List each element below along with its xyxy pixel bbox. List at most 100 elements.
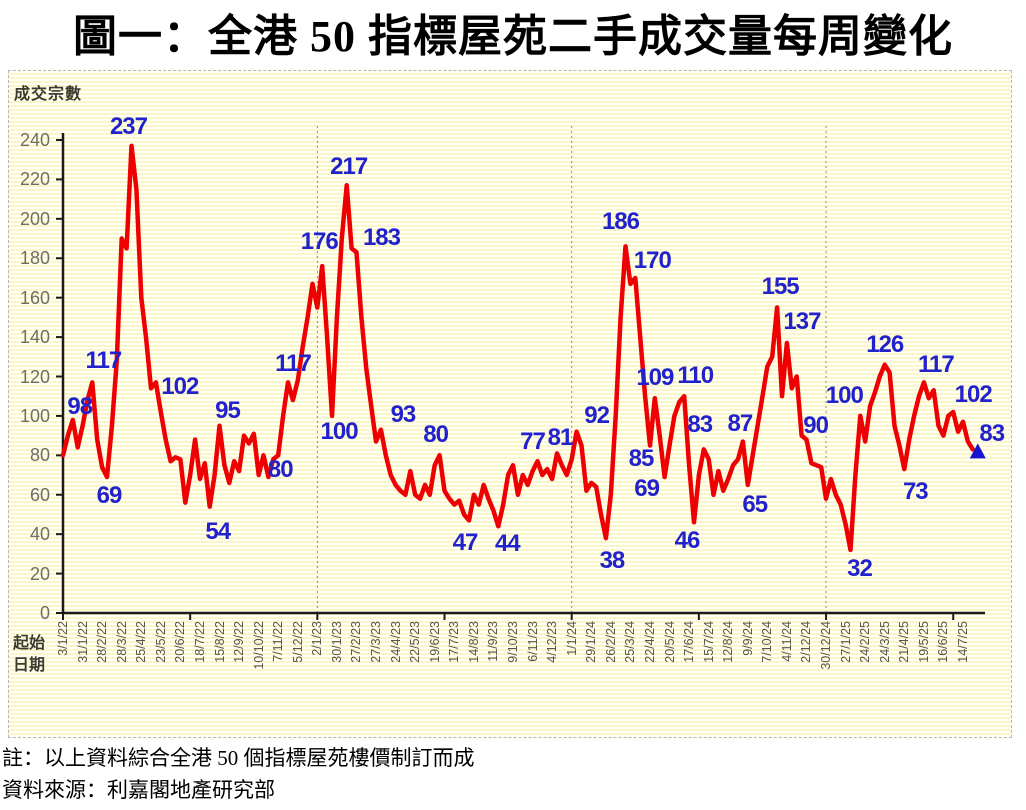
x-tick-label: 17/6/24 bbox=[682, 621, 697, 663]
x-tick-label: 27/3/23 bbox=[369, 621, 384, 663]
x-tick-label: 5/12/22 bbox=[290, 621, 305, 663]
data-label: 54 bbox=[205, 517, 231, 545]
data-label: 81 bbox=[547, 424, 574, 452]
x-tick-label: 7/10/24 bbox=[760, 621, 775, 663]
data-label: 85 bbox=[628, 445, 655, 473]
x-tick-label: 6/11/23 bbox=[525, 621, 540, 662]
data-label: 109 bbox=[636, 364, 674, 392]
data-label: 95 bbox=[215, 396, 241, 424]
y-tick-label: 140 bbox=[19, 327, 50, 348]
x-tick-label: 24/3/25 bbox=[877, 621, 892, 663]
x-tick-label: 12/9/22 bbox=[232, 621, 247, 663]
x-tick-label: 14/8/23 bbox=[466, 621, 481, 663]
data-label: 217 bbox=[330, 153, 368, 181]
data-label: 117 bbox=[275, 350, 312, 378]
y-tick-label: 200 bbox=[19, 208, 50, 229]
x-tick-label: 4/11/24 bbox=[779, 621, 794, 662]
x-tick-label: 26/2/24 bbox=[603, 621, 618, 663]
data-label: 73 bbox=[902, 478, 929, 506]
data-label: 98 bbox=[67, 392, 93, 420]
data-label: 80 bbox=[423, 421, 449, 449]
x-tick-label: 24/2/25 bbox=[858, 621, 873, 663]
data-label: 117 bbox=[918, 351, 955, 379]
data-label: 69 bbox=[634, 475, 660, 502]
x-tick-label: 9/9/24 bbox=[740, 621, 755, 656]
data-label: 87 bbox=[727, 409, 754, 437]
x-tick-label: 27/1/25 bbox=[838, 621, 853, 663]
x-tick-label: 2/12/24 bbox=[799, 621, 814, 663]
footnote-source-note: 註：以上資料綜合全港 50 個指標屋苑樓價制訂而成 bbox=[2, 746, 475, 770]
x-tick-label: 27/2/23 bbox=[349, 621, 364, 663]
x-axis-title-line1: 起始 bbox=[13, 635, 46, 652]
x-tick-label: 19/5/25 bbox=[916, 621, 931, 663]
data-label: 47 bbox=[452, 529, 479, 557]
data-label: 117 bbox=[85, 347, 122, 375]
data-label: 100 bbox=[320, 417, 358, 445]
y-tick-label: 120 bbox=[19, 366, 50, 387]
y-tick-label: 160 bbox=[19, 287, 50, 308]
x-tick-label: 7/11/22 bbox=[271, 621, 286, 662]
y-tick-label: 100 bbox=[19, 405, 50, 426]
x-tick-label: 11/9/23 bbox=[486, 621, 501, 662]
end-marker-triangle bbox=[969, 443, 986, 459]
footnote-data-source: 資料來源：利嘉閣地產研究部 bbox=[2, 778, 275, 802]
x-tick-label: 15/8/22 bbox=[212, 621, 227, 663]
x-tick-label: 12/8/24 bbox=[721, 621, 736, 663]
data-label: 80 bbox=[267, 456, 294, 484]
data-label: 38 bbox=[599, 547, 626, 575]
x-tick-label: 17/7/23 bbox=[447, 621, 462, 663]
x-axis-title: 起始 日期 bbox=[13, 633, 45, 677]
data-label: 92 bbox=[584, 401, 610, 429]
series-line bbox=[60, 143, 976, 553]
x-tick-label: 24/4/23 bbox=[388, 621, 403, 663]
y-axis-title: 成交宗數 bbox=[14, 86, 83, 103]
x-tick-label: 4/12/23 bbox=[545, 621, 560, 663]
data-label: 155 bbox=[761, 272, 800, 300]
data-label: 65 bbox=[742, 490, 768, 518]
x-tick-label: 31/1/22 bbox=[75, 621, 90, 663]
x-tick-label: 20/5/24 bbox=[662, 621, 677, 663]
data-label: 237 bbox=[109, 112, 148, 140]
data-label: 83 bbox=[979, 420, 1005, 448]
x-tick-label: 22/4/24 bbox=[642, 621, 657, 663]
y-tick-label: 60 bbox=[29, 484, 50, 505]
x-tick-label: 14/7/25 bbox=[955, 621, 970, 663]
x-tick-label: 25/3/24 bbox=[623, 621, 638, 663]
x-tick-label: 30/1/23 bbox=[329, 621, 344, 663]
data-label: 100 bbox=[825, 381, 864, 409]
data-label: 102 bbox=[954, 380, 993, 408]
x-tick-label: 28/3/22 bbox=[114, 621, 129, 663]
data-label: 32 bbox=[847, 554, 873, 582]
data-label: 137 bbox=[783, 307, 821, 335]
x-axis-title-line2: 日期 bbox=[13, 657, 46, 674]
data-label: 183 bbox=[362, 224, 401, 252]
x-tick-label: 30/12/24 bbox=[819, 621, 834, 670]
y-tick-label: 40 bbox=[29, 524, 50, 545]
y-tick-label: 20 bbox=[29, 563, 50, 584]
x-tick-label: 16/6/25 bbox=[936, 621, 951, 663]
data-label: 102 bbox=[161, 372, 199, 400]
data-label: 186 bbox=[601, 208, 640, 236]
y-tick-label: 80 bbox=[29, 445, 50, 466]
x-tick-label: 1/1/24 bbox=[564, 621, 579, 656]
data-label: 83 bbox=[687, 411, 713, 439]
x-tick-label: 15/7/24 bbox=[701, 621, 716, 663]
data-label: 46 bbox=[674, 527, 701, 555]
x-tick-label: 25/4/22 bbox=[134, 621, 149, 663]
x-tick-label: 21/4/25 bbox=[897, 621, 912, 663]
x-tick-label: 29/1/24 bbox=[584, 621, 599, 663]
data-label: 110 bbox=[677, 362, 714, 390]
data-label: 77 bbox=[520, 428, 546, 456]
chart-panel bbox=[8, 70, 1012, 738]
y-tick-label: 220 bbox=[19, 169, 50, 190]
data-label: 44 bbox=[494, 530, 521, 558]
data-label: 69 bbox=[96, 482, 123, 509]
x-tick-label: 20/6/22 bbox=[173, 621, 188, 663]
x-tick-label: 23/5/22 bbox=[153, 621, 168, 663]
chart-title: 圖一：全港 50 指標屋苑二手成交量每周變化 bbox=[73, 12, 953, 61]
data-label: 90 bbox=[803, 411, 829, 439]
x-tick-label: 18/7/22 bbox=[192, 621, 207, 663]
x-tick-label: 2/1/23 bbox=[310, 621, 325, 656]
data-label: 176 bbox=[300, 228, 339, 256]
x-tick-label: 28/2/22 bbox=[95, 621, 110, 663]
